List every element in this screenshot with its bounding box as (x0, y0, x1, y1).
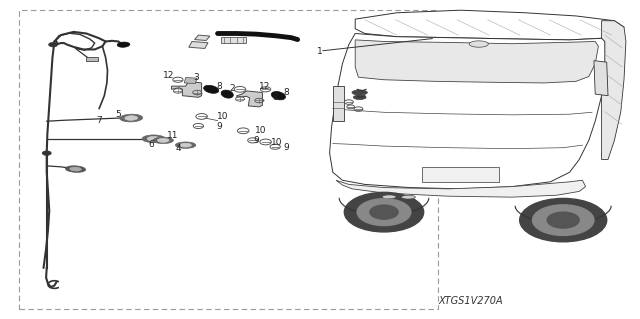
Ellipse shape (125, 116, 138, 120)
Ellipse shape (271, 92, 285, 100)
Text: 9: 9 (253, 136, 259, 145)
Polygon shape (336, 180, 586, 197)
Text: 1: 1 (317, 47, 323, 56)
Ellipse shape (70, 167, 81, 171)
Text: 8: 8 (273, 93, 278, 102)
Polygon shape (355, 40, 598, 83)
Text: 2: 2 (229, 84, 234, 93)
Text: 10: 10 (271, 138, 283, 147)
Text: 12: 12 (259, 82, 270, 91)
Text: 3: 3 (194, 73, 199, 82)
Ellipse shape (469, 41, 488, 47)
Bar (86, 57, 98, 61)
Ellipse shape (42, 151, 51, 155)
Bar (422, 167, 499, 182)
Ellipse shape (147, 137, 160, 141)
Text: 10: 10 (255, 126, 267, 135)
Ellipse shape (352, 90, 367, 95)
Text: 8: 8 (284, 88, 289, 97)
Polygon shape (172, 81, 202, 97)
Text: 10: 10 (217, 112, 228, 121)
Ellipse shape (117, 42, 130, 47)
Polygon shape (330, 33, 605, 189)
Ellipse shape (382, 195, 396, 199)
Text: 5: 5 (116, 110, 121, 119)
Polygon shape (355, 10, 624, 40)
Text: 7: 7 (97, 116, 102, 125)
Polygon shape (189, 41, 208, 48)
Ellipse shape (65, 166, 86, 172)
Polygon shape (602, 21, 626, 160)
Circle shape (357, 199, 411, 226)
Ellipse shape (180, 143, 191, 147)
Ellipse shape (401, 195, 415, 199)
Bar (19, 10, 438, 309)
Polygon shape (184, 78, 197, 84)
Ellipse shape (204, 85, 219, 93)
Circle shape (547, 212, 579, 228)
Text: 9: 9 (284, 143, 289, 152)
Ellipse shape (157, 138, 169, 142)
Circle shape (520, 198, 607, 242)
Circle shape (370, 205, 398, 219)
Bar (333, 86, 344, 121)
Text: 6: 6 (149, 140, 154, 149)
Ellipse shape (49, 42, 58, 47)
Ellipse shape (153, 137, 173, 144)
Polygon shape (237, 91, 262, 107)
Polygon shape (594, 61, 608, 96)
Text: 8: 8 (216, 82, 221, 91)
Polygon shape (195, 35, 210, 41)
Circle shape (344, 192, 424, 232)
Text: 4: 4 (175, 145, 180, 153)
Text: 9: 9 (217, 122, 222, 131)
Ellipse shape (142, 135, 165, 143)
Ellipse shape (175, 142, 196, 148)
Ellipse shape (221, 90, 234, 98)
Ellipse shape (120, 114, 143, 122)
Ellipse shape (353, 95, 366, 100)
Text: XTGS1V270A: XTGS1V270A (438, 296, 502, 307)
Circle shape (532, 205, 594, 235)
Bar (221, 37, 246, 43)
Text: 12: 12 (163, 71, 174, 80)
Text: 11: 11 (167, 131, 179, 140)
